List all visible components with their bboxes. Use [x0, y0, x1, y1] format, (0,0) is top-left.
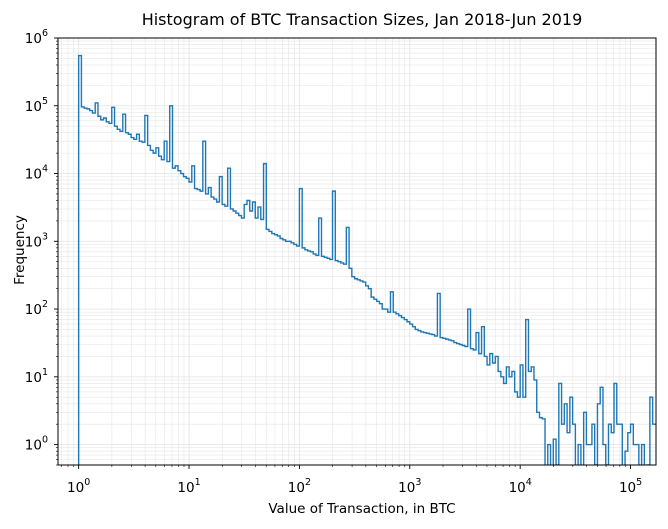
x-tick-label: 105 — [619, 477, 642, 496]
x-tick-label: 101 — [177, 477, 200, 496]
y-tick-label: 101 — [25, 367, 48, 386]
tick-marks — [54, 37, 632, 469]
y-tick-label: 100 — [25, 435, 48, 454]
y-tick-label: 103 — [25, 231, 48, 250]
y-tick-label: 102 — [25, 299, 48, 318]
x-tick-label: 100 — [67, 477, 90, 496]
x-tick-label: 104 — [509, 477, 532, 496]
x-tick-labels: 100 101 102 103 104 105 — [67, 477, 642, 496]
series-layer — [77, 54, 656, 465]
histogram-step-series — [77, 54, 656, 465]
x-tick-label: 103 — [398, 477, 421, 496]
y-tick-labels: 100 101 102 103 104 105 106 — [25, 28, 48, 454]
chart-title: Histogram of BTC Transaction Sizes, Jan … — [142, 10, 583, 29]
x-axis-label: Value of Transaction, in BTC — [268, 501, 455, 517]
x-tick-label: 102 — [288, 477, 311, 496]
y-tick-label: 105 — [25, 96, 48, 115]
y-axis-label: Frequency — [12, 215, 28, 285]
grid-lines — [58, 37, 656, 466]
y-tick-label: 104 — [25, 164, 48, 183]
y-tick-label: 106 — [25, 28, 48, 47]
